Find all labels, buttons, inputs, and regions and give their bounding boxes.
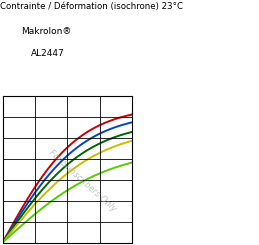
Text: For Subscribers Only: For Subscribers Only [47,148,118,213]
Text: Makrolon®: Makrolon® [21,27,71,36]
Text: AL2447: AL2447 [31,49,65,58]
Text: Contrainte / Déformation (isochrone) 23°C: Contrainte / Déformation (isochrone) 23°… [0,2,183,12]
